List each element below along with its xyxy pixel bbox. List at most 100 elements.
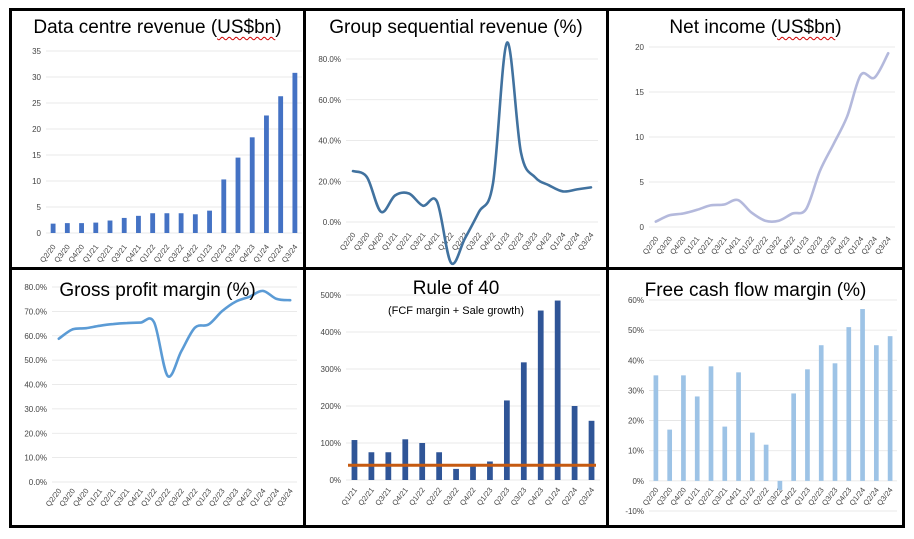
bar xyxy=(93,222,99,233)
chart-svg: 0.0% 10.0% 20.0% 30.0% 40.0% 50.0% 60.0% 70.0% 8… xyxy=(24,283,297,508)
chart-svg: 0.0%20.0%40.0%60.0%80.0%Q2/20Q3/20Q4/20Q… xyxy=(318,41,598,266)
y-tick-label: 300% xyxy=(321,365,341,374)
bar xyxy=(588,420,595,480)
bar xyxy=(708,366,714,481)
bar xyxy=(571,406,578,480)
bar xyxy=(264,115,269,233)
bar xyxy=(150,213,156,233)
bar xyxy=(164,213,170,233)
x-tick-label: Q3/24 xyxy=(576,486,596,508)
bar xyxy=(235,157,241,233)
y-tick-label: 60.0% xyxy=(24,332,47,341)
bar xyxy=(887,336,893,481)
bar xyxy=(722,426,728,481)
x-tick-label: Q1/23 xyxy=(475,486,495,508)
bar xyxy=(292,72,298,233)
y-tick-label: -10% xyxy=(625,507,644,516)
y-tick-label: 400% xyxy=(321,328,341,337)
x-tick-label: Q1/22 xyxy=(407,486,427,508)
y-tick-label: 30 xyxy=(32,73,41,82)
x-tick-label: Q3/22 xyxy=(441,486,461,508)
y-tick-label: 30% xyxy=(628,386,644,395)
series-line xyxy=(351,41,593,266)
y-tick-label: 20 xyxy=(635,43,644,52)
bar xyxy=(818,345,824,481)
bar xyxy=(487,461,493,480)
bar xyxy=(207,210,212,233)
chart-title-part: US$bn xyxy=(217,17,276,38)
y-tick-label: 10.0% xyxy=(24,454,47,463)
bar xyxy=(805,369,810,481)
bar xyxy=(453,468,459,480)
bar xyxy=(79,223,84,233)
bar xyxy=(121,217,127,233)
bar xyxy=(832,363,838,481)
bar xyxy=(178,213,184,233)
y-tick-label: 70.0% xyxy=(24,307,47,316)
chart-svg: -10%0%10%20%30%40%50%60%Q2/20Q3/20Q4/20Q… xyxy=(625,296,897,516)
chart-svg: 0%100%200%300%400%500%Q1/21Q2/21Q3/21Q4/… xyxy=(321,291,600,508)
y-tick-label: 50.0% xyxy=(24,356,47,365)
x-tick-label: Q3/23 xyxy=(509,486,529,508)
y-tick-label: 200% xyxy=(321,402,341,411)
bar xyxy=(873,345,879,481)
chart-panel-net-income: 0 5 10 15 20 Q2/20 Q3/20 Q4/20 Q1/21 Q2/21 Q3/21 Q4… xyxy=(606,8,905,270)
bar xyxy=(653,375,659,481)
y-tick-label: 15 xyxy=(32,151,41,160)
chart-panel-dc-revenue: 0 5 10 15 20 25 30 35 Q2/20 Q3/20 Q4/20 Q1/21 Q2/21 Q… xyxy=(9,8,306,270)
y-tick-label: 20.0% xyxy=(318,177,341,186)
bar xyxy=(50,223,56,233)
bar xyxy=(192,214,198,233)
chart-subtitle: (FCF margin + Sale growth) xyxy=(387,305,524,317)
y-tick-label: 40% xyxy=(628,356,644,365)
y-tick-label: 100% xyxy=(321,439,341,448)
x-tick-label: Q2/21 xyxy=(356,486,376,508)
x-tick-label: Q3/21 xyxy=(373,486,393,508)
bar xyxy=(667,429,673,481)
y-tick-label: 5 xyxy=(37,203,42,212)
series-line xyxy=(654,52,890,223)
bar xyxy=(681,375,686,481)
x-tick-label: Q1/21 xyxy=(339,486,359,508)
chart-svg: 05101520253035Q2/20Q3/20Q4/20Q1/21Q2/21Q… xyxy=(32,47,302,264)
y-tick-label: 50% xyxy=(628,326,644,335)
x-tick-label: Q2/24 xyxy=(560,486,580,508)
x-tick-label: Q3/24 xyxy=(576,231,596,253)
y-tick-label: 10 xyxy=(32,177,41,186)
y-tick-label: 20% xyxy=(628,417,644,426)
x-tick-label: Q4/22 xyxy=(458,486,478,508)
chart-title: Gross profit margin (%) xyxy=(59,280,256,301)
x-tick-label: Q2/23 xyxy=(492,486,512,508)
y-tick-label: 20.0% xyxy=(24,429,47,438)
y-tick-label: 0 xyxy=(640,223,645,232)
y-tick-label: 40.0% xyxy=(24,381,47,390)
bar xyxy=(470,465,476,480)
bar xyxy=(249,137,255,233)
bar xyxy=(520,362,527,480)
chart-title-part: ) xyxy=(835,17,842,38)
bar xyxy=(351,440,358,480)
bar xyxy=(554,300,561,480)
bar xyxy=(419,443,426,480)
bar xyxy=(777,480,783,490)
bar xyxy=(503,400,510,480)
bar xyxy=(278,96,284,234)
bar xyxy=(537,310,544,480)
y-tick-label: 60% xyxy=(628,296,644,305)
chart-title: Free cash flow margin (%) xyxy=(644,280,867,301)
chart-title-part: US$bn xyxy=(777,17,836,38)
chart-panel-fcf-margin: -10% 0% 10% 20% 30% 40% 50% 60% Q2/20 Q3/20 Q4/20 Q… xyxy=(606,267,905,528)
y-tick-label: 10% xyxy=(628,447,644,456)
y-tick-label: 0.0% xyxy=(29,478,47,487)
x-tick-label: Q4/21 xyxy=(390,486,410,508)
chart-panel-gross-margin: 0.0% 10.0% 20.0% 30.0% 40.0% 50.0% 60.0% 70.0% 8… xyxy=(9,267,306,528)
bar xyxy=(736,372,741,481)
y-tick-label: 0% xyxy=(329,476,341,485)
chart-title: Data centre revenue (US$bn) xyxy=(12,17,303,39)
chart-title-part: ) xyxy=(275,17,282,38)
y-tick-label: 35 xyxy=(32,47,41,56)
y-tick-label: 25 xyxy=(32,99,41,108)
chart-title-part: Data centre revenue ( xyxy=(33,17,218,38)
chart-title: Group sequential revenue (%) xyxy=(329,17,583,38)
